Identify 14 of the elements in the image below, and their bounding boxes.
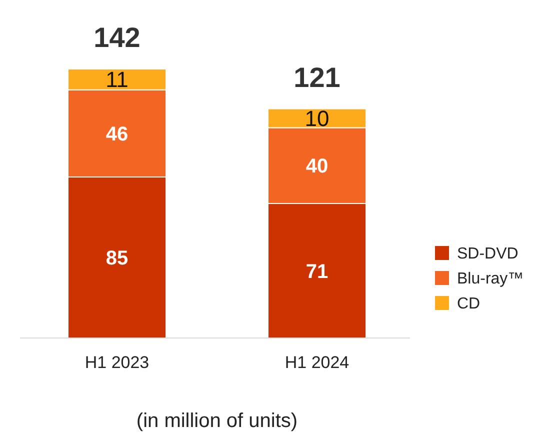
legend-label: CD [457,296,480,313]
data-label: 46 [106,123,128,146]
data-label: 10 [304,106,330,131]
data-label: 85 [106,247,128,270]
x-tick-label: H1 2023 [84,353,150,372]
data-label: 40 [306,156,328,178]
total-label: 142 [94,22,140,53]
x-tick-label: H1 2024 [284,353,350,372]
legend-label: Blu-ray™ [457,270,524,288]
data-label: 11 [106,67,128,92]
total-label: 121 [294,62,340,93]
data-label: 71 [306,260,328,283]
legend-label: SD-DVD [457,246,518,263]
text: (in million of units) [136,410,298,432]
